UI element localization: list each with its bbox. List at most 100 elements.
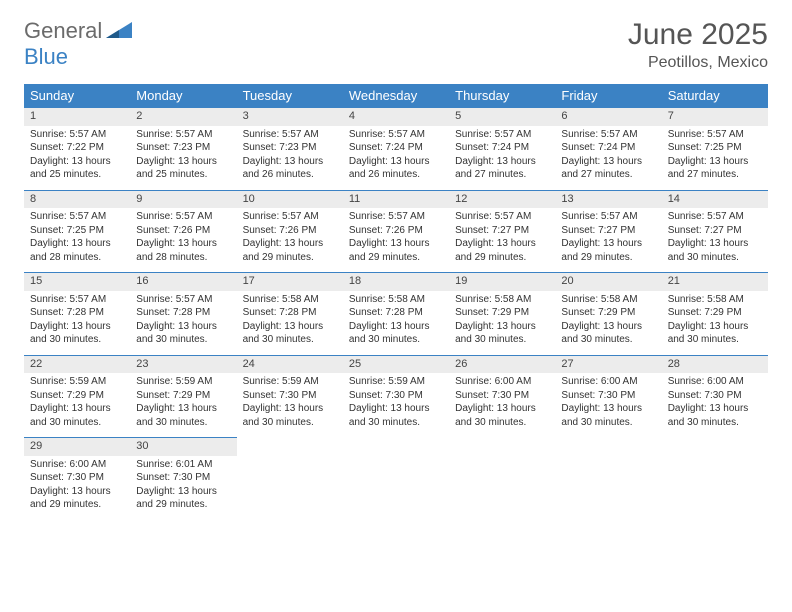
day-content-cell <box>237 456 343 520</box>
day-number-cell: 8 <box>24 190 130 208</box>
day-number-cell: 1 <box>24 108 130 126</box>
day-content-cell <box>343 456 449 520</box>
day-ss: Sunset: 7:27 PM <box>561 224 655 238</box>
day-ss: Sunset: 7:24 PM <box>561 141 655 155</box>
day-d1: Daylight: 13 hours <box>136 320 230 334</box>
day-d2: and 30 minutes. <box>668 251 762 265</box>
day-content-cell: Sunrise: 5:59 AMSunset: 7:30 PMDaylight:… <box>343 373 449 438</box>
day-header-row: Sunday Monday Tuesday Wednesday Thursday… <box>24 84 768 108</box>
day-number-cell: 6 <box>555 108 661 126</box>
day-d1: Daylight: 13 hours <box>30 402 124 416</box>
day-content-cell: Sunrise: 5:57 AMSunset: 7:24 PMDaylight:… <box>555 126 661 191</box>
day-ss: Sunset: 7:28 PM <box>136 306 230 320</box>
day-d1: Daylight: 13 hours <box>243 402 337 416</box>
day-d2: and 29 minutes. <box>243 251 337 265</box>
day-d1: Daylight: 13 hours <box>455 155 549 169</box>
day-sr: Sunrise: 5:57 AM <box>243 128 337 142</box>
day-number-cell: 29 <box>24 438 130 456</box>
day-d2: and 30 minutes. <box>30 416 124 430</box>
day-sr: Sunrise: 5:59 AM <box>243 375 337 389</box>
day-sr: Sunrise: 5:57 AM <box>30 210 124 224</box>
calendar-table: Sunday Monday Tuesday Wednesday Thursday… <box>24 84 768 520</box>
brand-text-blue: Blue <box>24 44 68 69</box>
day-ss: Sunset: 7:29 PM <box>561 306 655 320</box>
day-sr: Sunrise: 5:58 AM <box>349 293 443 307</box>
day-content-cell: Sunrise: 5:57 AMSunset: 7:27 PMDaylight:… <box>662 208 768 273</box>
day-ss: Sunset: 7:30 PM <box>243 389 337 403</box>
day-d2: and 27 minutes. <box>561 168 655 182</box>
day-header: Wednesday <box>343 84 449 108</box>
day-d1: Daylight: 13 hours <box>243 237 337 251</box>
day-d1: Daylight: 13 hours <box>668 402 762 416</box>
day-number-cell: 9 <box>130 190 236 208</box>
day-ss: Sunset: 7:23 PM <box>136 141 230 155</box>
day-ss: Sunset: 7:29 PM <box>136 389 230 403</box>
day-ss: Sunset: 7:30 PM <box>349 389 443 403</box>
day-content-cell: Sunrise: 5:57 AMSunset: 7:24 PMDaylight:… <box>449 126 555 191</box>
day-number-cell: 27 <box>555 355 661 373</box>
day-number-cell: 13 <box>555 190 661 208</box>
day-number-cell <box>555 438 661 456</box>
day-content-cell: Sunrise: 5:57 AMSunset: 7:27 PMDaylight:… <box>449 208 555 273</box>
day-ss: Sunset: 7:26 PM <box>349 224 443 238</box>
brand-logo: General Blue <box>24 18 132 70</box>
day-content-cell: Sunrise: 5:57 AMSunset: 7:23 PMDaylight:… <box>237 126 343 191</box>
day-sr: Sunrise: 5:59 AM <box>136 375 230 389</box>
day-number-cell <box>343 438 449 456</box>
day-d2: and 30 minutes. <box>668 333 762 347</box>
day-sr: Sunrise: 5:57 AM <box>136 128 230 142</box>
day-d1: Daylight: 13 hours <box>349 402 443 416</box>
day-d2: and 26 minutes. <box>349 168 443 182</box>
day-ss: Sunset: 7:23 PM <box>243 141 337 155</box>
day-number-cell: 19 <box>449 273 555 291</box>
day-sr: Sunrise: 5:57 AM <box>668 210 762 224</box>
day-content-cell: Sunrise: 5:57 AMSunset: 7:24 PMDaylight:… <box>343 126 449 191</box>
day-sr: Sunrise: 5:57 AM <box>455 128 549 142</box>
day-content-cell: Sunrise: 5:57 AMSunset: 7:22 PMDaylight:… <box>24 126 130 191</box>
day-d1: Daylight: 13 hours <box>561 155 655 169</box>
day-d1: Daylight: 13 hours <box>30 155 124 169</box>
day-number-cell: 18 <box>343 273 449 291</box>
day-sr: Sunrise: 5:58 AM <box>561 293 655 307</box>
day-d2: and 30 minutes. <box>136 333 230 347</box>
day-number-cell: 15 <box>24 273 130 291</box>
day-d1: Daylight: 13 hours <box>243 155 337 169</box>
day-d1: Daylight: 13 hours <box>243 320 337 334</box>
day-sr: Sunrise: 6:00 AM <box>30 458 124 472</box>
day-ss: Sunset: 7:27 PM <box>455 224 549 238</box>
day-content-cell: Sunrise: 6:00 AMSunset: 7:30 PMDaylight:… <box>449 373 555 438</box>
day-d1: Daylight: 13 hours <box>30 237 124 251</box>
day-content-cell: Sunrise: 5:57 AMSunset: 7:26 PMDaylight:… <box>343 208 449 273</box>
day-content-cell: Sunrise: 5:57 AMSunset: 7:26 PMDaylight:… <box>130 208 236 273</box>
day-d1: Daylight: 13 hours <box>349 237 443 251</box>
day-d1: Daylight: 13 hours <box>561 402 655 416</box>
day-d2: and 27 minutes. <box>668 168 762 182</box>
day-number-cell: 24 <box>237 355 343 373</box>
day-d1: Daylight: 13 hours <box>136 155 230 169</box>
day-content-cell <box>662 456 768 520</box>
day-content-cell: Sunrise: 5:58 AMSunset: 7:29 PMDaylight:… <box>555 291 661 356</box>
day-number-row: 15161718192021 <box>24 273 768 291</box>
day-number-cell: 30 <box>130 438 236 456</box>
day-d2: and 25 minutes. <box>136 168 230 182</box>
day-d2: and 29 minutes. <box>455 251 549 265</box>
brand-text-general: General <box>24 18 102 43</box>
day-d2: and 30 minutes. <box>561 333 655 347</box>
day-ss: Sunset: 7:30 PM <box>668 389 762 403</box>
day-number-cell: 12 <box>449 190 555 208</box>
day-number-cell: 14 <box>662 190 768 208</box>
day-ss: Sunset: 7:30 PM <box>136 471 230 485</box>
day-number-cell: 22 <box>24 355 130 373</box>
day-number-row: 22232425262728 <box>24 355 768 373</box>
day-d2: and 26 minutes. <box>243 168 337 182</box>
day-number-row: 891011121314 <box>24 190 768 208</box>
day-content-cell: Sunrise: 5:57 AMSunset: 7:28 PMDaylight:… <box>24 291 130 356</box>
day-sr: Sunrise: 5:58 AM <box>455 293 549 307</box>
day-content-cell: Sunrise: 5:57 AMSunset: 7:23 PMDaylight:… <box>130 126 236 191</box>
day-number-cell: 26 <box>449 355 555 373</box>
day-ss: Sunset: 7:29 PM <box>30 389 124 403</box>
day-sr: Sunrise: 5:58 AM <box>243 293 337 307</box>
day-content-cell: Sunrise: 6:00 AMSunset: 7:30 PMDaylight:… <box>555 373 661 438</box>
day-d2: and 30 minutes. <box>243 416 337 430</box>
header: General Blue June 2025 Peotillos, Mexico <box>24 18 768 72</box>
